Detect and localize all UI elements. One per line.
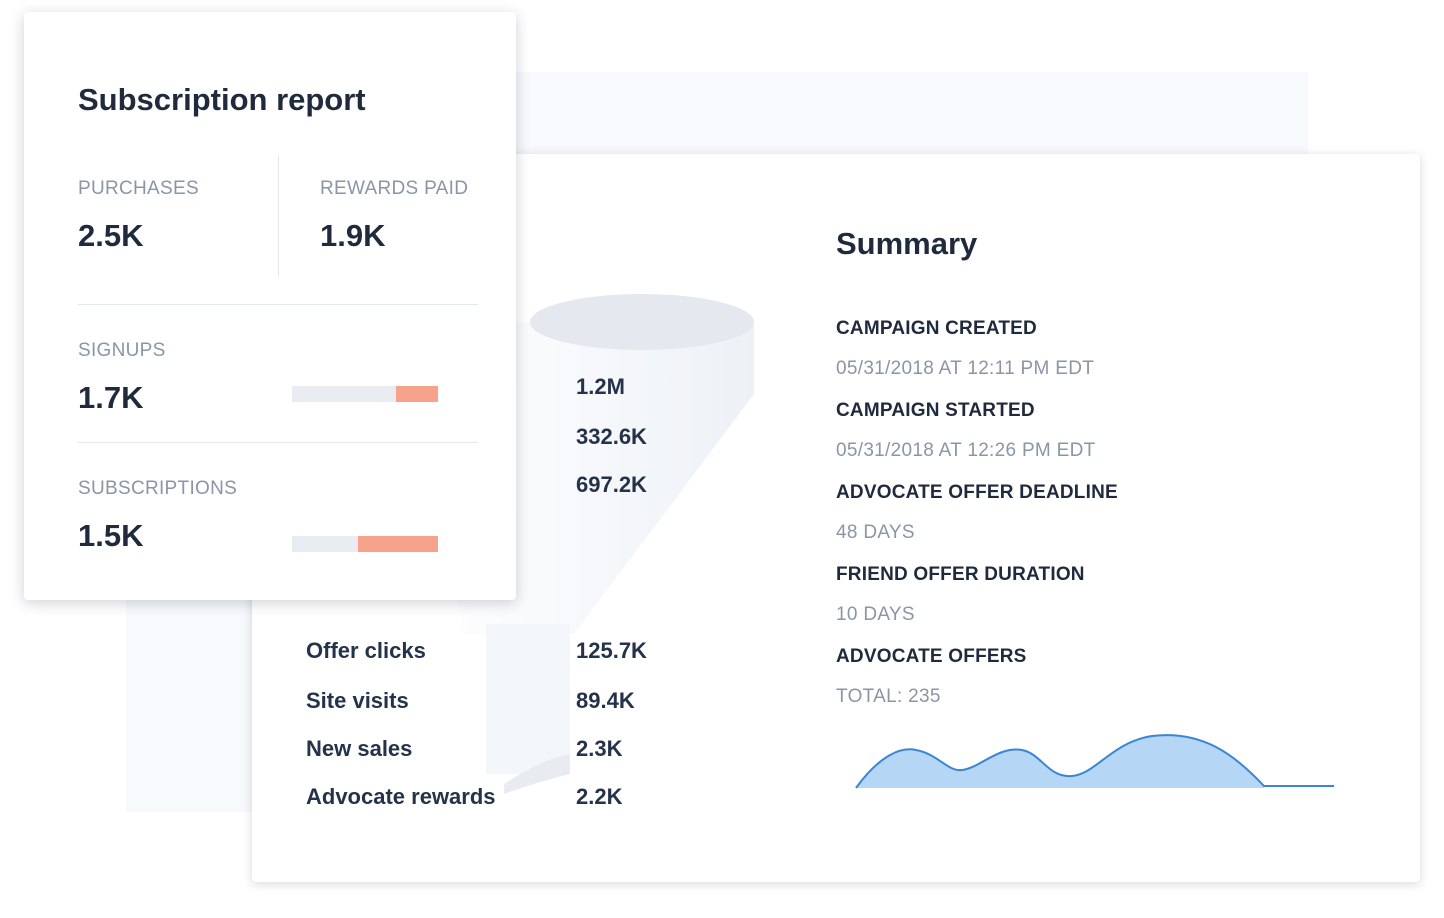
subscriptions-progress-bar [292, 536, 438, 552]
summary-label-advocate-offers: ADVOCATE OFFERS [836, 646, 1027, 667]
sparkline-area [856, 735, 1264, 788]
summary-value-campaign-created: 05/31/2018 AT 12:11 PM EDT [836, 358, 1095, 379]
summary-label-campaign-created: CAMPAIGN CREATED [836, 318, 1037, 339]
signups-label: SIGNUPS [78, 340, 166, 361]
summary-label-campaign-started: CAMPAIGN STARTED [836, 400, 1035, 421]
metric-value-offer-clicks: 125.7K [576, 638, 647, 663]
background-panel-left [126, 590, 256, 812]
summary-label-friend-offer-duration: FRIEND OFFER DURATION [836, 564, 1085, 585]
advocate-offers-sparkline [855, 734, 1334, 789]
stat-divider-2 [78, 442, 478, 443]
rewards-paid-value: 1.9K [320, 218, 386, 253]
summary-value-campaign-started: 05/31/2018 AT 12:26 PM EDT [836, 440, 1096, 461]
stat-divider-vertical [278, 156, 279, 276]
signups-progress-bar [292, 386, 438, 402]
funnel-value-1: 1.2M [576, 374, 625, 399]
rewards-paid-label: REWARDS PAID [320, 178, 469, 199]
metric-label-new-sales: New sales [306, 736, 413, 761]
metric-value-advocate-rewards: 2.2K [576, 784, 623, 809]
metric-label-offer-clicks: Offer clicks [306, 638, 426, 663]
summary-label-advocate-offer-deadline: ADVOCATE OFFER DEADLINE [836, 482, 1118, 503]
sparkline-line [855, 734, 1334, 789]
purchases-value: 2.5K [78, 218, 144, 253]
background-panel-top [500, 72, 1308, 156]
subscriptions-progress-fill [357, 536, 438, 552]
subscription-report-card: Subscription report PURCHASES 2.5K REWAR… [24, 12, 516, 600]
funnel-value-3: 697.2K [576, 472, 647, 497]
summary-value-advocate-offers: TOTAL: 235 [836, 686, 941, 707]
signups-value: 1.7K [78, 380, 144, 415]
summary-title: Summary [836, 226, 978, 261]
metric-label-advocate-rewards: Advocate rewards [306, 784, 496, 809]
metric-value-site-visits: 89.4K [576, 688, 635, 713]
subscription-report-title: Subscription report [78, 82, 366, 117]
summary-value-friend-offer-duration: 10 DAYS [836, 604, 915, 625]
summary-value-advocate-offer-deadline: 48 DAYS [836, 522, 915, 543]
funnel-value-2: 332.6K [576, 424, 647, 449]
metric-value-new-sales: 2.3K [576, 736, 623, 761]
signups-progress-fill [395, 386, 438, 402]
purchases-label: PURCHASES [78, 178, 199, 199]
subscriptions-value: 1.5K [78, 518, 144, 553]
metric-label-site-visits: Site visits [306, 688, 409, 713]
stat-divider-1 [78, 304, 478, 305]
subscriptions-label: SUBSCRIPTIONS [78, 478, 238, 499]
